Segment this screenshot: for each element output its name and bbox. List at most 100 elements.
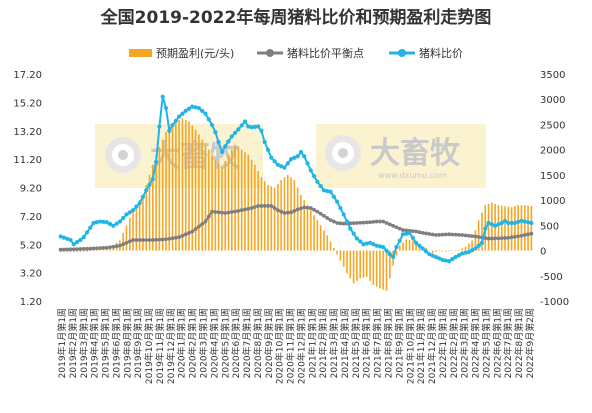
x-tick-label: 2020年1月第1周 xyxy=(176,308,188,378)
profit-bar xyxy=(296,187,299,251)
ratio-point xyxy=(288,157,294,162)
balance-point xyxy=(223,211,228,215)
x-tick-label: 2020年5月第1周 xyxy=(219,308,231,378)
ratio-point xyxy=(364,241,369,246)
profit-bar xyxy=(405,239,408,251)
balance-point xyxy=(374,219,379,224)
profit-bar xyxy=(431,250,434,254)
ratio-point xyxy=(279,164,284,169)
ratio-point xyxy=(496,222,501,227)
legend-item-ratio: 猪料比价 xyxy=(389,46,463,60)
left-tick-label: 9.20 xyxy=(20,184,42,195)
ratio-point xyxy=(489,222,494,227)
balance-point xyxy=(131,238,135,242)
balance-point xyxy=(354,221,359,225)
balance-point xyxy=(173,235,178,240)
balance-point xyxy=(91,246,96,251)
profit-bar xyxy=(128,217,131,251)
profit-bar xyxy=(408,239,411,251)
balance-point xyxy=(68,247,73,252)
ratio-point xyxy=(450,257,455,262)
ratio-point xyxy=(519,218,524,223)
balance-point xyxy=(193,227,198,231)
profit-bar xyxy=(339,250,342,261)
x-tick-label: 2020年7月第1周 xyxy=(241,308,253,378)
x-tick-label: 2021年6月第1周 xyxy=(361,308,373,378)
balance-point xyxy=(78,247,83,251)
balance-point xyxy=(170,236,175,241)
profit-bar xyxy=(497,205,500,251)
balance-point xyxy=(154,237,159,242)
profit-bar xyxy=(198,134,200,251)
profit-bar xyxy=(310,210,312,251)
balance-point xyxy=(397,226,402,231)
profit-bar xyxy=(329,241,332,251)
ratio-point xyxy=(206,117,211,122)
x-tick-label: 2021年10月第1周 xyxy=(404,308,416,384)
balance-point xyxy=(394,225,399,230)
profit-bar xyxy=(82,250,85,252)
profit-bar xyxy=(263,181,266,251)
profit-bar xyxy=(346,250,348,274)
profit-bar xyxy=(520,205,523,251)
ratio-point xyxy=(259,128,264,133)
balance-point xyxy=(187,231,191,235)
ratio-point xyxy=(331,194,336,199)
balance-point xyxy=(450,232,455,237)
profit-bar xyxy=(375,250,378,287)
balance-point xyxy=(62,247,66,252)
ratio-point xyxy=(473,246,478,251)
balance-point xyxy=(117,243,122,248)
left-tick-label: 17.20 xyxy=(13,70,42,81)
profit-bar xyxy=(165,132,167,251)
profit-bar xyxy=(530,206,533,251)
watermark-url: www.dxumu.com xyxy=(378,171,447,180)
left-tick-label: 7.20 xyxy=(20,212,42,223)
profit-bar xyxy=(441,250,444,252)
ratio-point xyxy=(219,149,225,155)
profit-bar xyxy=(444,250,447,252)
balance-point xyxy=(420,231,425,235)
ratio-point xyxy=(58,234,63,239)
profit-bar xyxy=(468,243,470,251)
balance-point xyxy=(410,229,415,234)
ratio-point xyxy=(78,237,83,243)
profit-bar xyxy=(89,250,92,252)
balance-point xyxy=(361,220,366,225)
eye-logo-icon xyxy=(325,135,361,171)
ratio-point xyxy=(186,106,192,111)
balance-point xyxy=(371,220,376,224)
balance-point xyxy=(387,222,392,227)
profit-bar xyxy=(507,206,510,251)
balance-point xyxy=(322,213,326,218)
balance-point xyxy=(200,222,205,226)
balance-point xyxy=(71,247,76,252)
ratio-point xyxy=(104,220,109,225)
balance-point xyxy=(526,232,530,237)
x-tick-label: 2022年6月第1周 xyxy=(491,308,503,378)
right-tick-label: 3000 xyxy=(540,95,565,106)
balance-line-series xyxy=(58,204,534,252)
balance-point xyxy=(239,208,244,213)
ratio-point xyxy=(193,105,198,110)
ratio-point xyxy=(470,248,475,253)
balance-point xyxy=(499,236,504,241)
profit-bar xyxy=(303,200,306,251)
balance-point xyxy=(190,229,195,234)
balance-point xyxy=(259,204,264,208)
ratio-point xyxy=(154,159,159,165)
profit-bar xyxy=(201,139,203,251)
balance-point xyxy=(121,242,126,247)
x-tick-label: 2022年5月第1周 xyxy=(481,308,493,378)
ratio-point xyxy=(137,201,142,206)
profit-bar xyxy=(207,149,210,251)
balance-point xyxy=(335,221,340,225)
profit-bar xyxy=(323,230,325,251)
profit-bar xyxy=(316,220,319,251)
x-tick-label: 2020年11月第1周 xyxy=(285,308,297,384)
balance-point xyxy=(272,206,277,210)
ratio-point xyxy=(68,237,73,243)
profit-bar xyxy=(333,248,335,251)
profit-bar xyxy=(125,225,128,251)
x-tick-label: 2019年4月第1周 xyxy=(89,308,101,378)
